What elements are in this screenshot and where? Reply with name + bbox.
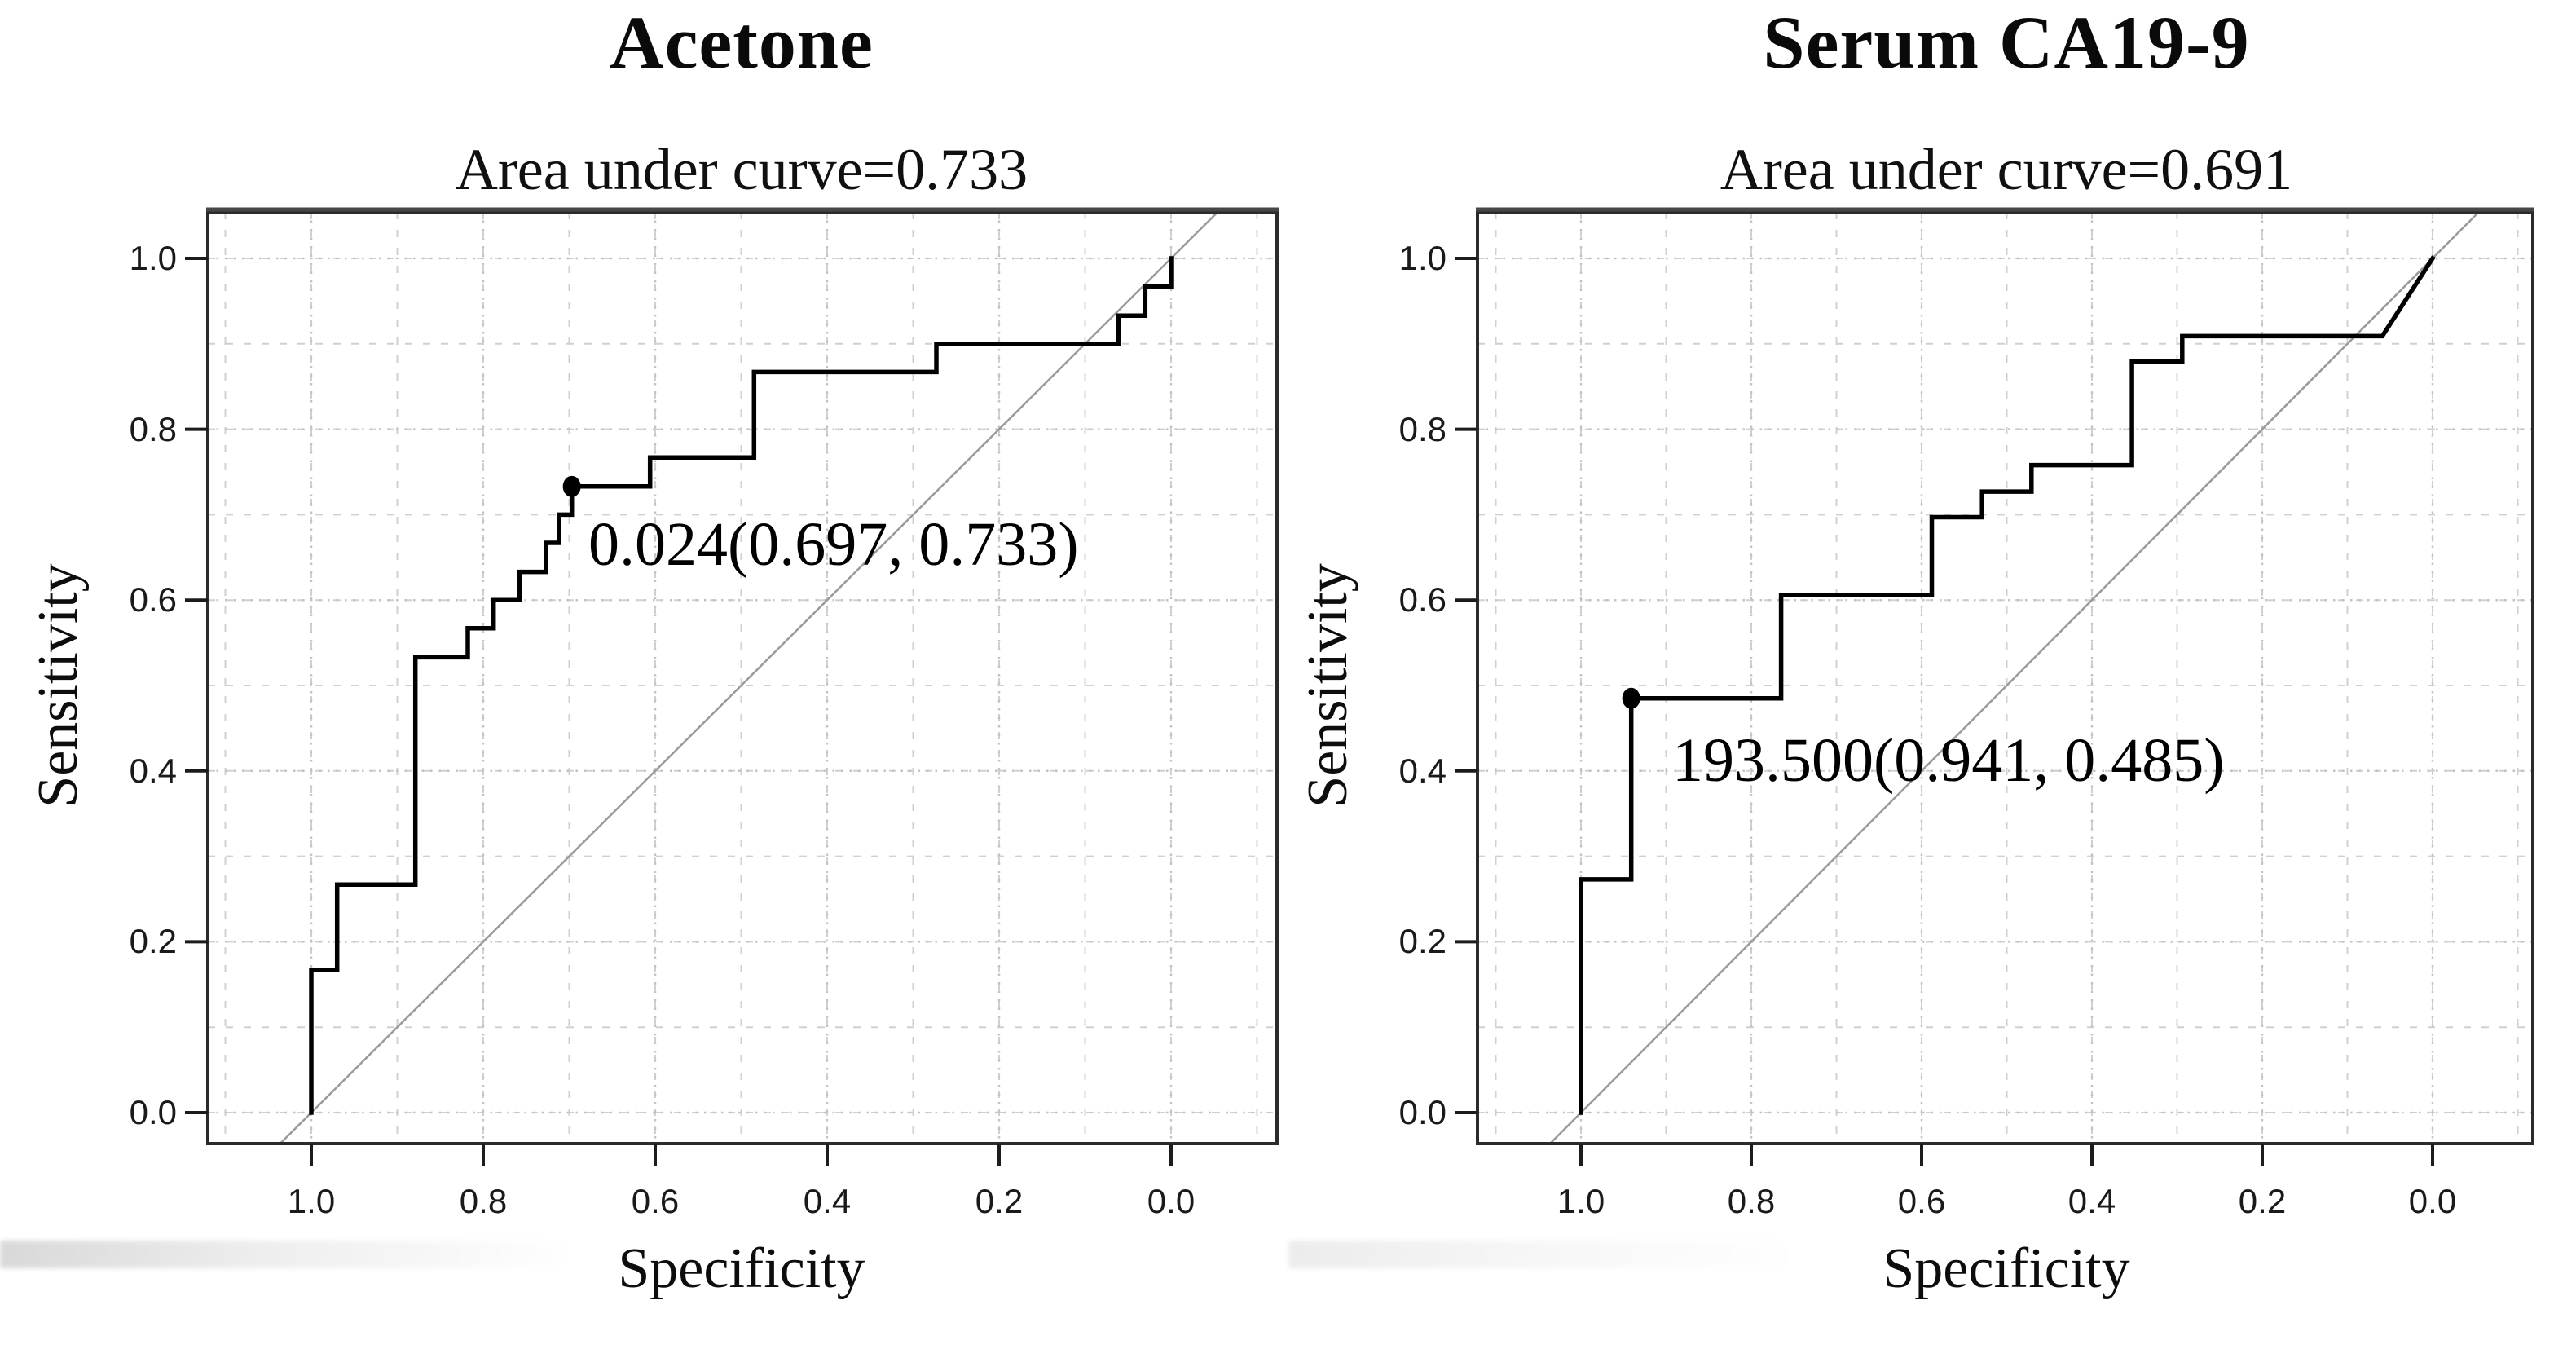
cutoff-point-marker bbox=[1622, 687, 1640, 709]
x-tick-label: 0.6 bbox=[631, 1182, 680, 1220]
plot-box bbox=[206, 210, 1279, 1145]
scan-artifact-left bbox=[0, 1241, 570, 1268]
scan-artifact-right bbox=[1288, 1241, 1794, 1268]
x-tick-label: 0.0 bbox=[1147, 1182, 1196, 1220]
x-tick-label: 0.0 bbox=[2408, 1182, 2457, 1220]
cutoff-annotation-acetone: 0.024(0.697, 0.733) bbox=[588, 510, 1079, 579]
x-tick-label: 0.8 bbox=[1727, 1182, 1776, 1220]
panel-title-acetone: Acetone bbox=[610, 1, 874, 84]
y-tick-label: 0.4 bbox=[129, 751, 177, 790]
chance-diagonal-line bbox=[279, 211, 1219, 1144]
y-tick-label: 1.0 bbox=[129, 239, 177, 277]
y-tick-label: 0.6 bbox=[129, 580, 177, 619]
y-tick-label: 0.0 bbox=[1398, 1093, 1447, 1131]
x-axis-label-serum-ca19-9: Specificity bbox=[1882, 1237, 2130, 1300]
y-tick-label: 0.8 bbox=[129, 409, 177, 448]
y-axis-label-acetone: Sensitivity bbox=[27, 563, 90, 808]
y-tick-label: 0.8 bbox=[1398, 409, 1447, 448]
panel-subtitle-auc-serum-ca19-9: Area under curve=0.691 bbox=[1720, 137, 2293, 202]
x-tick-label: 0.8 bbox=[459, 1182, 508, 1220]
x-tick-label: 0.4 bbox=[803, 1182, 852, 1220]
x-axis-label-acetone: Specificity bbox=[618, 1237, 865, 1300]
cutoff-annotation-serum-ca19-9: 193.500(0.941, 0.485) bbox=[1672, 726, 2225, 795]
y-axis-label-serum-ca19-9: Sensitivity bbox=[1297, 563, 1359, 808]
y-tick-label: 1.0 bbox=[1398, 239, 1447, 277]
y-tick-label: 0.2 bbox=[1398, 922, 1447, 961]
roc-curve bbox=[309, 256, 1174, 1115]
x-tick-label: 1.0 bbox=[1557, 1182, 1605, 1220]
x-tick-label: 0.6 bbox=[1897, 1182, 1946, 1220]
x-tick-label: 0.2 bbox=[2238, 1182, 2287, 1220]
chance-diagonal-line bbox=[1549, 211, 2480, 1144]
y-tick-label: 0.6 bbox=[1398, 580, 1447, 619]
x-tick-label: 0.2 bbox=[975, 1182, 1024, 1220]
cutoff-point-marker bbox=[562, 475, 581, 497]
panel-subtitle-auc-acetone: Area under curve=0.733 bbox=[455, 137, 1028, 202]
y-tick-label: 0.0 bbox=[129, 1093, 177, 1131]
y-tick-label: 0.2 bbox=[129, 922, 177, 961]
x-tick-label: 1.0 bbox=[287, 1182, 336, 1220]
roc-curve bbox=[1579, 255, 2436, 1115]
plot-box bbox=[1476, 210, 2534, 1145]
y-tick-label: 0.4 bbox=[1398, 751, 1447, 790]
panel-title-serum-ca19-9: Serum CA19-9 bbox=[1763, 1, 2250, 84]
x-tick-label: 0.4 bbox=[2067, 1182, 2116, 1220]
